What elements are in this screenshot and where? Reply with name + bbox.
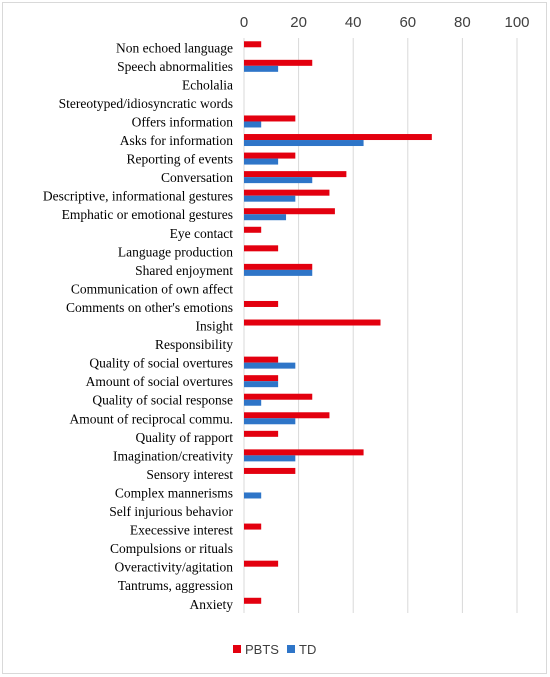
bar-pbts — [244, 208, 335, 215]
bar-td — [244, 195, 296, 202]
category-label: Anxiety — [190, 597, 234, 612]
gridlines — [243, 38, 518, 614]
bar-td — [244, 492, 262, 499]
bar-pbts — [244, 41, 262, 48]
bar-pbts — [244, 467, 296, 474]
bar-td — [244, 381, 279, 388]
bar-pbts — [244, 134, 432, 141]
bar-pbts — [244, 152, 296, 159]
legend-label-td: TD — [299, 642, 316, 657]
category-label: Offers information — [132, 114, 234, 129]
category-label: Responsibility — [155, 337, 233, 352]
category-label: Shared enjoyment — [135, 263, 233, 278]
category-label: Self injurious behavior — [109, 504, 233, 519]
bar-pbts — [244, 560, 279, 567]
x-axis-ticks: 0 20 40 60 80 100 — [240, 14, 530, 31]
category-label: Tantrums, aggression — [118, 578, 234, 593]
category-label: Asks for information — [120, 133, 233, 148]
category-label: Language production — [118, 244, 233, 259]
legend-swatch-td — [287, 645, 295, 653]
legend-label-pbts: PBTS — [245, 642, 279, 657]
bar-td — [244, 177, 313, 184]
category-label: Compulsions or rituals — [110, 541, 233, 556]
bar-pbts — [244, 393, 313, 400]
x-tick-label: 80 — [454, 14, 471, 31]
bar-pbts — [244, 245, 279, 252]
bar-td — [244, 65, 279, 72]
category-label: Imagination/creativity — [113, 448, 233, 463]
x-tick-label: 60 — [399, 14, 416, 31]
category-label: Emphatic or emotional gestures — [62, 207, 233, 222]
legend: PBTS TD — [233, 642, 316, 657]
legend-swatch-pbts — [233, 645, 241, 653]
category-label: Eye contact — [170, 226, 234, 241]
bar-pbts — [244, 171, 347, 178]
category-label: Execessive interest — [130, 523, 233, 538]
bar-pbts — [244, 412, 330, 419]
category-label: Speech abnormalities — [117, 59, 233, 74]
bar-pbts — [244, 430, 279, 437]
x-tick-label: 100 — [504, 14, 529, 31]
bar-pbts — [244, 115, 296, 122]
category-label: Communication of own affect — [71, 281, 233, 296]
category-label: Comments on other's emotions — [66, 300, 233, 315]
bar-td — [244, 140, 364, 147]
x-tick-label: 0 — [240, 14, 248, 31]
category-label: Descriptive, informational gestures — [43, 189, 233, 204]
bar-pbts — [244, 189, 330, 196]
x-tick-label: 20 — [290, 14, 307, 31]
bar-pbts — [244, 449, 364, 456]
category-label: Quality of social overtures — [89, 356, 233, 371]
category-label: Non echoed language — [116, 40, 233, 55]
category-label: Quality of social response — [92, 393, 233, 408]
category-label: Reporting of events — [127, 152, 233, 167]
category-label: Echolalia — [182, 77, 233, 92]
bar-td — [244, 399, 262, 406]
bar-pbts — [244, 300, 279, 307]
bar-td — [244, 362, 296, 369]
bar-pbts — [244, 263, 313, 270]
bars — [244, 41, 432, 604]
category-label: Amount of social overtures — [86, 374, 233, 389]
category-label: Overactivity/agitation — [115, 560, 234, 575]
category-label: Sensory interest — [146, 467, 233, 482]
bar-pbts — [244, 375, 279, 382]
category-labels: Non echoed language Speech abnormalities E… — [43, 40, 234, 612]
category-label: Complex mannerisms — [115, 485, 233, 500]
bar-pbts — [244, 226, 262, 233]
bar-pbts — [244, 319, 381, 326]
bar-td — [244, 269, 313, 276]
category-label: Quality of rapport — [136, 430, 234, 445]
bar-td — [244, 455, 296, 462]
category-label: Insight — [195, 319, 233, 334]
category-label: Stereotyped/idiosyncratic words — [59, 96, 233, 111]
bar-pbts — [244, 597, 262, 604]
bar-td — [244, 214, 287, 221]
x-tick-label: 40 — [345, 14, 362, 31]
bar-td — [244, 418, 296, 425]
bar-td — [244, 158, 279, 165]
category-label: Amount of reciprocal commu. — [70, 411, 233, 426]
bar-td — [244, 121, 262, 128]
bar-pbts — [244, 523, 262, 530]
bar-pbts — [244, 59, 313, 66]
bar-pbts — [244, 356, 279, 363]
category-label: Conversation — [161, 170, 233, 185]
